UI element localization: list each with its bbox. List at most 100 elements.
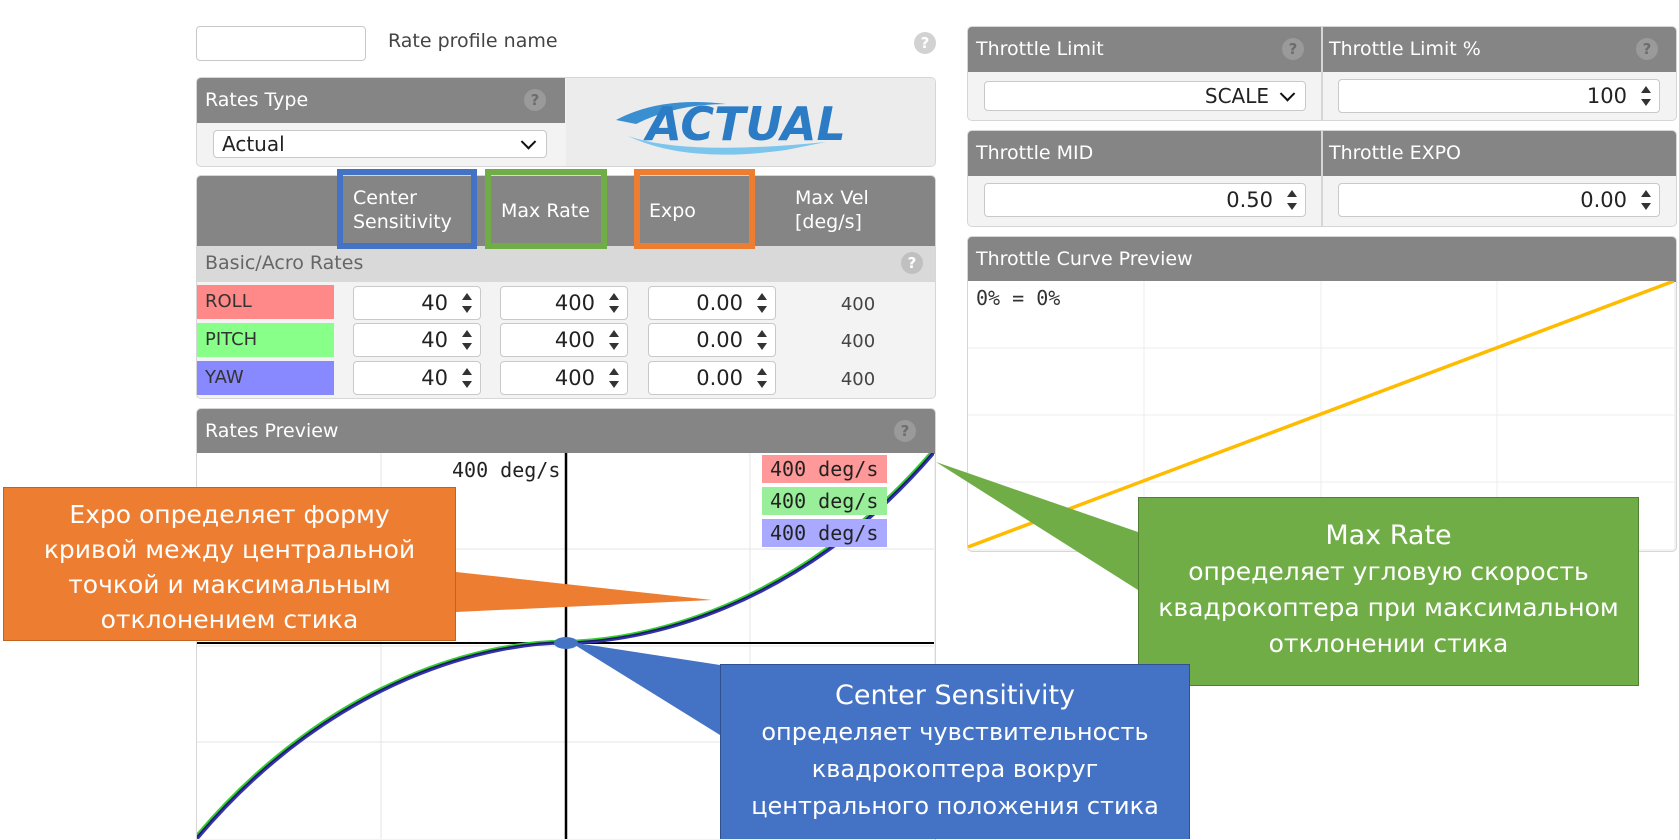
section-label: Basic/Acro Rates	[205, 252, 364, 274]
throttle-curve-header: Throttle Curve Preview	[968, 237, 1676, 282]
center-callout-line1: Center Sensitivity	[834, 680, 1076, 711]
spinner-icon[interactable]	[607, 366, 621, 390]
row-label-pitch: PITCH	[197, 323, 334, 357]
help-icon[interactable]: ?	[894, 420, 916, 442]
center-callout-pointer	[570, 642, 720, 735]
expo-callout-pointer	[456, 572, 712, 612]
rates-table-header	[197, 176, 935, 246]
section-bar: Basic/Acro Rates ?	[197, 246, 935, 282]
center-callout: Center Sensitivity определяет чувствител…	[720, 664, 1190, 839]
max-rate-callout: Max Rate определяет угловую скорость ква…	[1138, 497, 1639, 686]
throttle-limit-panel: Throttle Limit Throttle Limit % ? ? SCAL…	[967, 26, 1677, 121]
column-header-expo: Expo	[649, 200, 696, 222]
svg-text:ACTUAL: ACTUAL	[643, 97, 846, 151]
throttle-limit-title: Throttle Limit	[976, 38, 1104, 60]
expo-callout-line2: кривой между центральной	[43, 535, 416, 564]
throttle-limit-value: SCALE	[1204, 84, 1269, 108]
column-header-max-vel-line1: Max Vel	[795, 187, 869, 209]
row-label-roll: ROLL	[197, 285, 334, 319]
expo-callout-line4: отклонением стика	[100, 605, 359, 634]
spinner-icon[interactable]	[607, 291, 621, 315]
expo-callout-line3: точкой и максимальным	[68, 570, 391, 599]
legend-yaw: 400 deg/s	[762, 519, 887, 547]
spinner-icon[interactable]	[755, 328, 769, 352]
column-divider	[1321, 131, 1323, 226]
expo-callout: Expo определяет форму кривой между центр…	[3, 487, 456, 641]
rates-preview-title: Rates Preview	[205, 420, 339, 442]
throttle-curve-title: Throttle Curve Preview	[976, 248, 1193, 270]
rates-type-select[interactable]: Actual	[213, 130, 547, 158]
roll-max-vel: 400	[840, 294, 876, 315]
rates-logo-area: ACTUAL	[566, 78, 935, 166]
throttle-limit-pct-title: Throttle Limit %	[1329, 38, 1481, 60]
column-header-center-line1: Center	[353, 187, 417, 209]
column-header-center-line2: Sensitivity	[353, 211, 452, 233]
roll-max-rate-input[interactable]: 400	[500, 286, 628, 320]
yaw-expo-input[interactable]: 0.00	[648, 361, 776, 395]
yaw-max-rate-input[interactable]: 400	[500, 361, 628, 395]
center-callout-line4: центрального положения стика	[751, 792, 1159, 820]
rates-type-panel: Rates Type ? Actual ACTUAL	[196, 77, 936, 167]
throttle-mid-expo-panel: Throttle MID Throttle EXPO 0.50 0.00	[967, 130, 1677, 227]
rates-type-value: Actual	[222, 132, 285, 156]
yaw-max-vel: 400	[840, 369, 876, 390]
column-header-max-rate: Max Rate	[501, 200, 590, 222]
spinner-icon[interactable]	[460, 291, 474, 315]
max-rate-callout-pointer	[936, 462, 1138, 590]
legend-roll: 400 deg/s	[762, 455, 887, 483]
pitch-expo-input[interactable]: 0.00	[648, 323, 776, 357]
rates-type-title: Rates Type	[205, 89, 309, 111]
help-icon[interactable]: ?	[901, 252, 923, 274]
throttle-mid-input[interactable]: 0.50	[984, 183, 1306, 217]
rate-profile-name-label: Rate profile name	[388, 30, 558, 52]
column-header-center-sensitivity: Center Sensitivity	[353, 186, 452, 234]
throttle-curve-line	[968, 281, 1674, 549]
rates-preview-header: Rates Preview	[197, 409, 935, 454]
center-point-marker	[554, 637, 578, 649]
rates-table-panel: Basic/Acro Rates ? ROLL PITCH YAW 40 400…	[196, 175, 936, 399]
center-callout-line2: определяет чувствительность	[761, 718, 1149, 746]
help-icon[interactable]: ?	[1282, 38, 1304, 60]
throttle-limit-pct-input[interactable]: 100	[1338, 79, 1660, 113]
throttle-expo-input[interactable]: 0.00	[1338, 183, 1660, 217]
column-header-max-vel: Max Vel [deg/s]	[795, 186, 869, 234]
max-rate-callout-line3: квадрокоптера при максимальном	[1158, 593, 1619, 622]
help-icon[interactable]: ?	[914, 32, 936, 54]
throttle-limit-select[interactable]: SCALE	[984, 81, 1306, 111]
center-sensitivity-highlight	[337, 169, 477, 249]
max-rate-callout-line1: Max Rate	[1325, 520, 1452, 551]
throttle-curve-label: 0% = 0%	[976, 286, 1061, 310]
preview-axis-label: 400 deg/s	[452, 458, 561, 482]
roll-expo-input[interactable]: 0.00	[648, 286, 776, 320]
center-callout-line3: квадрокоптера вокруг	[811, 755, 1099, 783]
expo-callout-line1: Expo определяет форму	[69, 500, 390, 529]
roll-center-input[interactable]: 40	[353, 286, 481, 320]
throttle-mid-title: Throttle MID	[976, 142, 1094, 164]
spinner-icon[interactable]	[1639, 188, 1653, 212]
spinner-icon[interactable]	[460, 328, 474, 352]
max-rate-callout-line4: отклонении стика	[1268, 629, 1509, 658]
spinner-icon[interactable]	[755, 291, 769, 315]
pitch-max-rate-input[interactable]: 400	[500, 323, 628, 357]
help-icon[interactable]: ?	[1636, 38, 1658, 60]
help-icon[interactable]: ?	[524, 89, 546, 111]
rates-type-header: Rates Type	[197, 78, 565, 123]
pitch-center-input[interactable]: 40	[353, 323, 481, 357]
spinner-icon[interactable]	[755, 366, 769, 390]
max-rate-highlight	[485, 169, 607, 249]
column-divider	[1321, 27, 1323, 120]
pitch-max-vel: 400	[840, 331, 876, 352]
spinner-icon[interactable]	[1285, 188, 1299, 212]
throttle-expo-title: Throttle EXPO	[1329, 142, 1462, 164]
expo-highlight	[634, 169, 755, 249]
spinner-icon[interactable]	[607, 328, 621, 352]
spinner-icon[interactable]	[1639, 84, 1653, 108]
max-rate-callout-line2: определяет угловую скорость	[1188, 557, 1589, 586]
spinner-icon[interactable]	[460, 366, 474, 390]
yaw-center-input[interactable]: 40	[353, 361, 481, 395]
rate-profile-name-input[interactable]	[196, 26, 366, 61]
actual-logo: ACTUAL	[616, 97, 846, 155]
column-header-max-vel-line2: [deg/s]	[795, 211, 862, 233]
row-label-yaw: YAW	[197, 361, 334, 395]
